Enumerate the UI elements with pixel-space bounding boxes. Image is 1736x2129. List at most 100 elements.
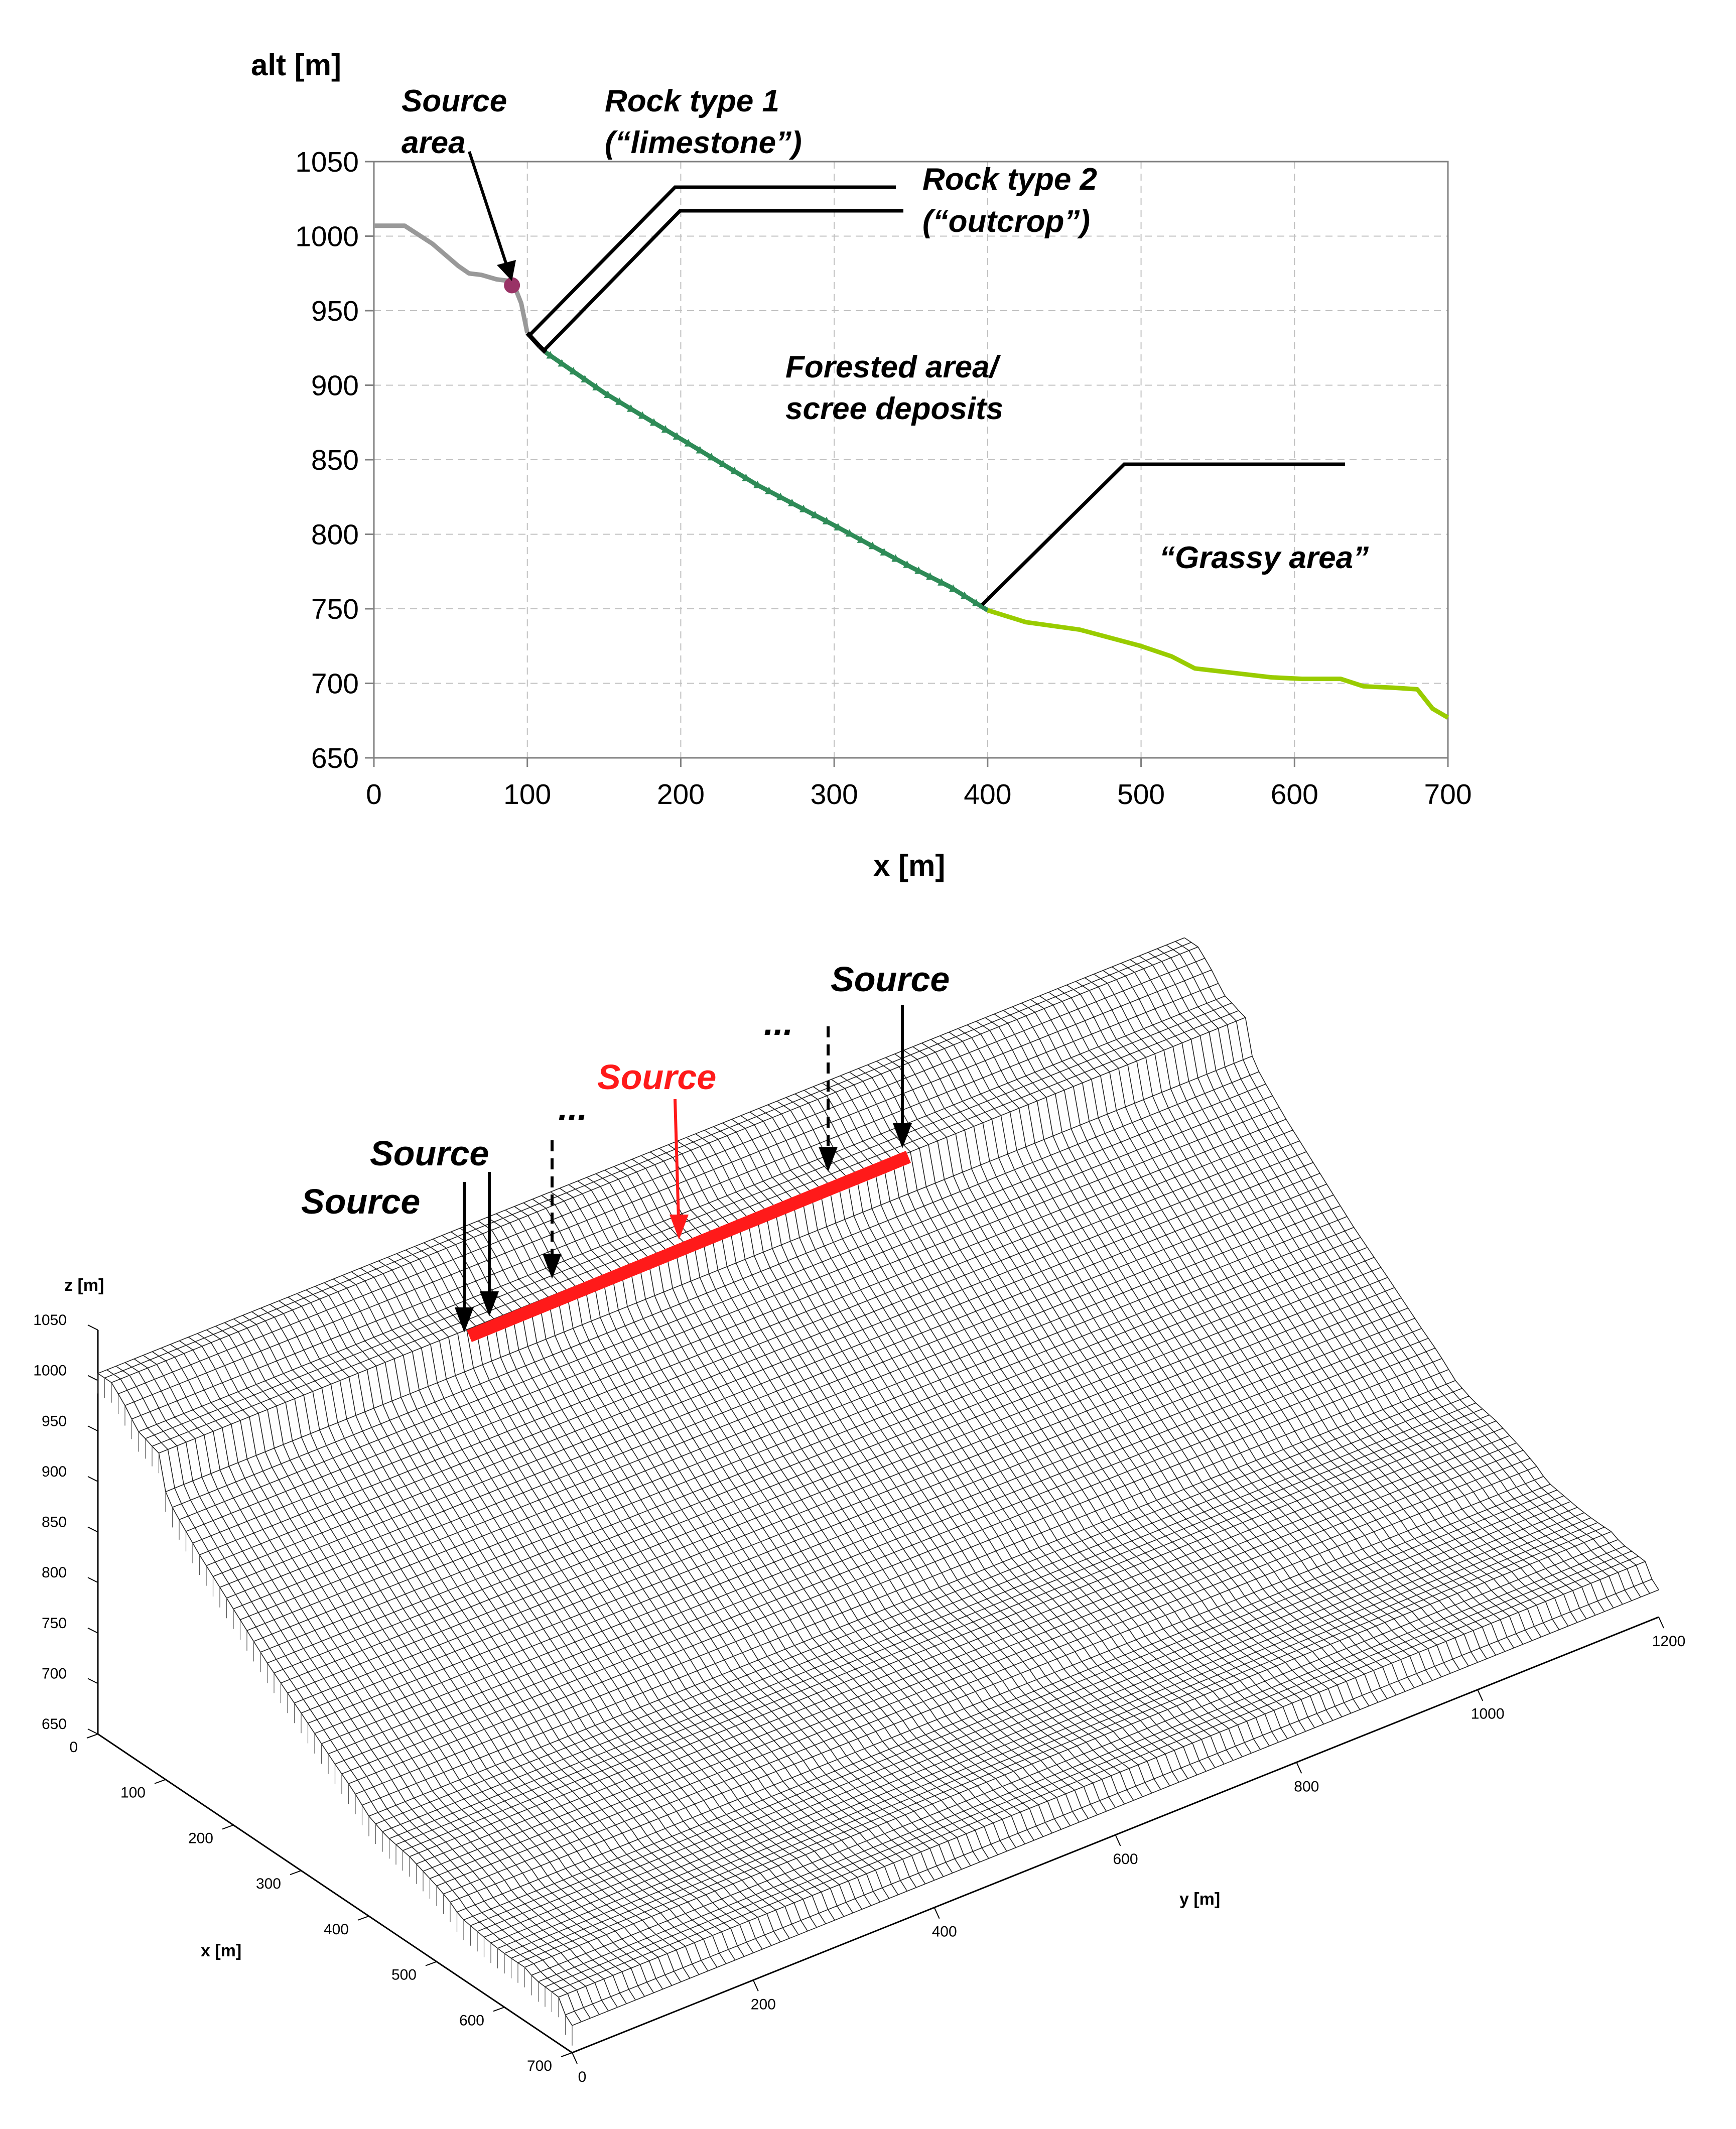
y3d-tick-label: 200 <box>751 1996 776 2013</box>
x-tick-label: 700 <box>1424 778 1472 811</box>
series-line-4 <box>987 608 1449 720</box>
y-axis-3d-label: y [m] <box>1179 1890 1220 1909</box>
forest-marker <box>581 374 589 382</box>
forest-marker <box>765 486 773 494</box>
z-tick-label: 650 <box>42 1716 67 1733</box>
x-tick-label: 300 <box>811 778 858 811</box>
ellipsis-right: ... <box>764 1003 793 1042</box>
forest-marker <box>776 492 785 500</box>
z-tick-mark <box>87 1526 98 1533</box>
forest-marker <box>811 510 819 518</box>
forest-marker <box>707 453 716 461</box>
x-axis-line <box>97 1733 573 2054</box>
x3d-tick-mark <box>154 1779 166 1784</box>
z-tick-label: 850 <box>42 1514 67 1531</box>
forest-marker <box>696 446 704 454</box>
x3d-tick-mark <box>222 1824 234 1830</box>
z-tick-label: 1000 <box>33 1363 67 1379</box>
source-label-red: Source <box>597 1057 716 1097</box>
profile-gridlines <box>374 162 1448 758</box>
z-tick-mark <box>87 1678 98 1684</box>
forest-marker <box>938 578 946 586</box>
forest-marker <box>799 504 808 512</box>
x3d-tick-label: 0 <box>69 1739 78 1756</box>
terrain-edge-lines <box>97 1373 573 2046</box>
y3d-tick-mark <box>752 1979 759 1991</box>
x3d-tick-mark <box>493 2007 505 2012</box>
z-tick-label: 900 <box>42 1463 67 1480</box>
annotation-rock1-line2: (“limestone”) <box>605 125 802 160</box>
rock1-leader-line <box>528 185 896 337</box>
z-tick-label: 700 <box>42 1665 67 1682</box>
forest-marker <box>926 572 934 580</box>
y-tick-label: 700 <box>311 668 359 700</box>
x3d-tick-label: 500 <box>391 1967 417 1983</box>
forest-marker <box>834 522 842 530</box>
y3d-tick-mark <box>1477 1689 1484 1701</box>
z-tick-label: 750 <box>42 1615 67 1632</box>
profile-x-axis-label: x [m] <box>873 849 945 882</box>
forest-marker <box>730 466 739 474</box>
profile-markers <box>504 277 520 294</box>
forest-marker <box>914 566 923 574</box>
source-arrow-red-shaft <box>674 1099 680 1220</box>
forest-marker <box>604 390 612 398</box>
x3d-tick-label: 200 <box>188 1830 213 1846</box>
y-tick-label: 950 <box>311 295 359 327</box>
x-tick-label: 600 <box>1271 778 1318 811</box>
annotation-grassy-area: “Grassy area” <box>1159 541 1369 575</box>
forest-marker <box>638 411 646 419</box>
z-tick-label: 1050 <box>33 1312 67 1328</box>
y-tick-label: 650 <box>311 742 359 774</box>
forest-marker <box>857 535 865 543</box>
z-tick-mark <box>87 1728 98 1735</box>
y3d-tick-label: 400 <box>932 1924 957 1940</box>
z-tick-mark <box>87 1375 98 1381</box>
z-tick-mark <box>87 1324 98 1330</box>
y3d-tick-mark <box>1296 1762 1302 1774</box>
x3d-tick-mark <box>357 1915 369 1921</box>
x3d-tick-label: 400 <box>324 1921 349 1938</box>
x-tick-label: 0 <box>366 778 382 811</box>
forest-marker <box>615 397 624 405</box>
annotation-rock2-line1: Rock type 2 <box>922 162 1097 197</box>
annotation-forest-line2: scree deposits <box>785 391 1003 426</box>
forest-marker <box>788 498 796 506</box>
z-tick-label: 950 <box>42 1413 67 1429</box>
x-axis-3d-label: x [m] <box>201 1941 241 1960</box>
y-axis-ticks: 0 200 400 600 800 1000 1200 <box>572 1617 1685 2085</box>
y3d-tick-label: 1200 <box>1652 1633 1686 1650</box>
annotation-source-area-line1: Source <box>402 84 507 118</box>
x-tick-label: 400 <box>964 778 1011 811</box>
dashed-arrow-right-head <box>819 1147 838 1172</box>
x3d-tick-mark <box>290 1870 302 1876</box>
source-line <box>467 1150 911 1343</box>
y3d-tick-label: 800 <box>1294 1778 1319 1795</box>
z-tick-label: 800 <box>42 1564 67 1581</box>
forest-marker <box>546 351 555 359</box>
y-tick-label: 850 <box>311 444 359 476</box>
annotation-forest-line1: Forested area/ <box>785 350 1001 384</box>
y3d-tick-mark <box>933 1907 940 1919</box>
grassy-leader-line <box>981 462 1345 606</box>
source-label-a: Source <box>301 1182 420 1221</box>
annotation-source-area-line2: area <box>402 125 466 160</box>
x-tick-label: 500 <box>1117 778 1165 811</box>
source-arrow-a-head <box>455 1307 474 1333</box>
y3d-tick-label: 0 <box>578 2069 587 2085</box>
y-tick-label: 1000 <box>295 221 359 253</box>
forest-marker <box>753 480 762 488</box>
x3d-tick-label: 100 <box>120 1785 146 1801</box>
source-area-arrowhead <box>497 260 516 281</box>
forest-marker <box>684 439 693 447</box>
rock2-leader-line <box>542 209 903 353</box>
y3d-tick-label: 600 <box>1113 1851 1138 1868</box>
profile-chart: 0 100 200 300 400 500 600 700 650 700 750 800 850 90… <box>251 48 1472 882</box>
forest-marker <box>903 560 911 568</box>
forest-marker <box>822 516 831 524</box>
forest-marker <box>661 425 670 433</box>
z-tick-mark <box>87 1476 98 1482</box>
forest-marker <box>673 432 681 440</box>
z-tick-mark <box>87 1577 98 1583</box>
